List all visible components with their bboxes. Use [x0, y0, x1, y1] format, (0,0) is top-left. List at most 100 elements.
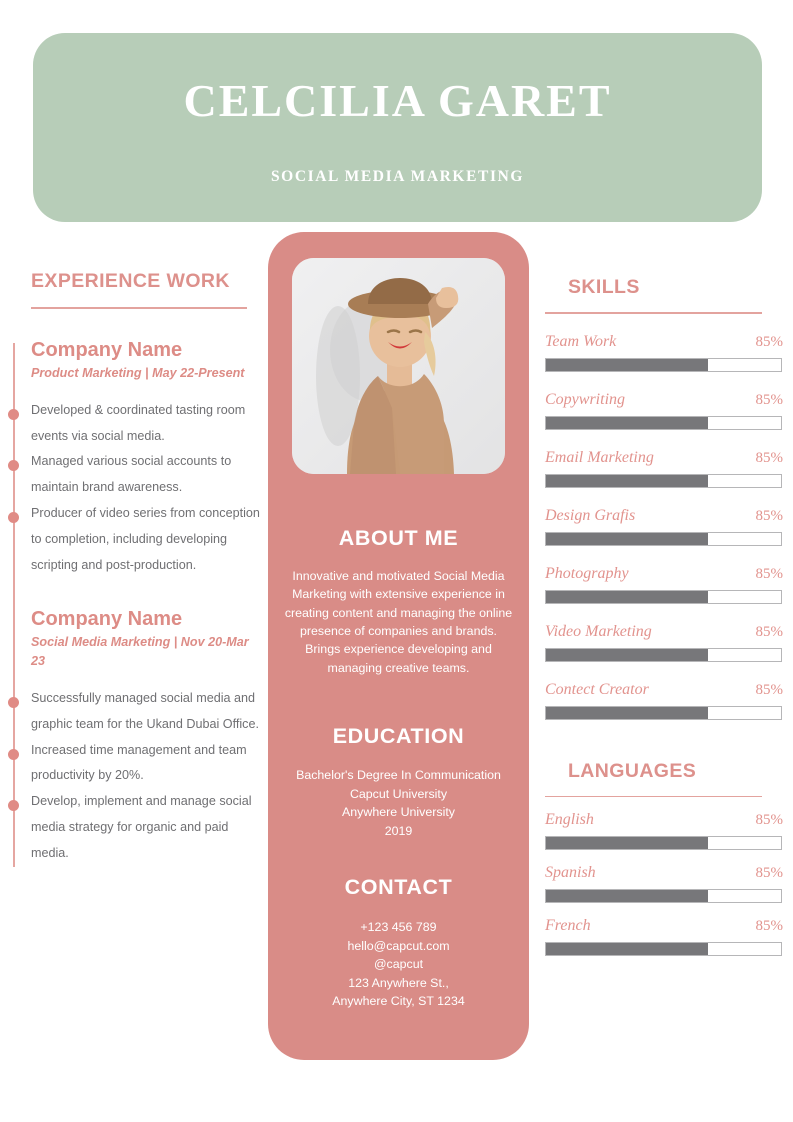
list-item: Increased time management and team produ…: [7, 738, 262, 790]
language-item: Spanish 85%: [545, 864, 793, 903]
language-item: French 85%: [545, 917, 793, 956]
experience-entry: Company Name Social Media Marketing | Nov…: [7, 608, 262, 867]
skill-bar-track: [545, 705, 782, 720]
skill-item: Design Grafis 85%: [545, 507, 793, 546]
skill-label-row: Team Work 85%: [545, 333, 793, 351]
experience-entry: Company Name Product Marketing | May 22-P…: [7, 338, 262, 579]
job-bullets: Developed & coordinated tasting room eve…: [7, 398, 262, 579]
skill-item: Email Marketing 85%: [545, 449, 793, 488]
skill-label-row: French 85%: [545, 917, 793, 935]
skill-bar-fill: [546, 706, 709, 719]
skill-bar-track: [545, 531, 782, 546]
skill-percent-label: 85%: [755, 391, 784, 408]
skill-bar-track: [545, 942, 782, 956]
skill-name: Contect Creator: [545, 680, 649, 698]
skill-label-row: English 85%: [545, 811, 793, 829]
skills-divider: [545, 312, 762, 314]
company-name: Company Name: [31, 338, 183, 361]
languages-section: LANGUAGES English 85% Spanish 85% French 85%: [545, 759, 793, 956]
skill-label-row: Email Marketing 85%: [545, 449, 793, 467]
language-name: French: [545, 917, 591, 934]
skill-label-row: Design Grafis 85%: [545, 507, 793, 525]
experience-heading: EXPERIENCE WORK: [31, 270, 230, 292]
skills-and-languages: SKILLS Team Work 85% Copywriting 85% Email M…: [545, 276, 793, 956]
skill-item: Video Marketing 85%: [545, 623, 793, 662]
list-item: Producer of video series from conception…: [7, 501, 262, 578]
profile-card: ABOUT ME Innovative and motivated Social…: [268, 232, 529, 1060]
bullet-dot-icon: [7, 408, 19, 420]
list-item: Successfully managed social media and gr…: [7, 686, 262, 738]
skill-bar-track: [545, 836, 782, 850]
bullet-dot-icon: [7, 696, 19, 708]
skills-section: SKILLS Team Work 85% Copywriting 85% Email M…: [545, 276, 793, 720]
education-details: Bachelor's Degree In Communication Capcu…: [296, 768, 501, 838]
language-name: Spanish: [545, 864, 596, 881]
bullet-text: Developed & coordinated tasting room eve…: [31, 402, 246, 443]
languages-divider: [545, 795, 762, 797]
skill-percent-label: 85%: [755, 623, 784, 640]
language-name: English: [545, 811, 594, 828]
skill-label-row: Copywriting 85%: [545, 391, 793, 409]
list-item: Managed various social accounts to maint…: [7, 449, 262, 501]
experience-divider: [31, 307, 247, 309]
bullet-dot-icon: [7, 800, 19, 812]
bullet-text: Producer of video series from conception…: [31, 506, 260, 572]
skill-percent-label: 85%: [755, 449, 784, 466]
skill-percent-label: 85%: [755, 918, 784, 934]
skill-bar-fill: [546, 358, 709, 371]
language-item: English 85%: [545, 811, 793, 850]
bullet-text: Managed various social accounts to maint…: [31, 454, 232, 495]
contact-heading: CONTACT: [344, 875, 453, 899]
skill-name: Copywriting: [545, 390, 626, 408]
about-me-section: ABOUT ME Innovative and motivated Social…: [268, 526, 529, 677]
job-spacer: [31, 578, 262, 608]
skill-name: Design Grafis: [545, 506, 636, 524]
header-subtitle: SOCIAL MEDIA MARKETING: [270, 167, 525, 185]
about-me-heading: ABOUT ME: [338, 526, 459, 550]
skill-bar-fill: [546, 532, 709, 545]
skill-name: Email Marketing: [545, 448, 654, 466]
skill-bar-fill: [546, 416, 709, 429]
skill-percent-label: 85%: [755, 865, 784, 881]
bullet-text: Develop, implement and manage social med…: [31, 794, 252, 860]
bullet-dot-icon: [7, 460, 19, 472]
skills-heading: SKILLS: [568, 276, 640, 298]
skill-name: Team Work: [545, 332, 617, 350]
skills-list: Team Work 85% Copywriting 85% Email Marketin…: [545, 333, 793, 720]
skill-bar-track: [545, 415, 782, 430]
skill-name: Video Marketing: [545, 622, 652, 640]
skill-bar-fill: [546, 474, 709, 487]
skill-label-row: Contect Creator 85%: [545, 681, 793, 699]
skill-bar-fill: [546, 943, 709, 955]
skill-bar-fill: [546, 590, 709, 603]
list-item: Developed & coordinated tasting room eve…: [7, 398, 262, 450]
languages-list: English 85% Spanish 85% French 85%: [545, 811, 793, 956]
header-banner: CELCILIA GARET SOCIAL MEDIA MARKETING: [33, 33, 762, 222]
skill-bar-track: [545, 647, 782, 662]
skill-label-row: Photography 85%: [545, 565, 793, 583]
skill-percent-label: 85%: [755, 681, 784, 698]
skill-item: Copywriting 85%: [545, 391, 793, 430]
bullet-dot-icon: [7, 748, 19, 760]
skill-bar-track: [545, 889, 782, 903]
bullet-text: Successfully managed social media and gr…: [31, 690, 259, 731]
experience-timeline: Company Name Product Marketing | May 22-P…: [0, 339, 262, 867]
job-bullets: Successfully managed social media and gr…: [7, 686, 262, 867]
skill-percent-label: 85%: [755, 812, 784, 828]
skill-bar-track: [545, 589, 782, 604]
skill-bar-track: [545, 357, 782, 372]
skill-percent-label: 85%: [755, 565, 784, 582]
skill-percent-label: 85%: [755, 507, 784, 524]
contact-section: CONTACT +123 456 789 hello@capcut.com @c…: [268, 875, 529, 1011]
education-heading: EDUCATION: [332, 724, 465, 748]
skill-label-row: Spanish 85%: [545, 864, 793, 882]
experience-section: EXPERIENCE WORK Company Name Product Mark…: [0, 270, 262, 867]
skill-percent-label: 85%: [755, 333, 784, 350]
list-item: Develop, implement and manage social med…: [7, 789, 262, 866]
languages-heading: LANGUAGES: [568, 759, 697, 782]
skill-bar-fill: [546, 837, 709, 849]
skill-name: Photography: [545, 564, 629, 582]
job-role-dates: Social Media Marketing | Nov 20-Mar 23: [31, 635, 249, 668]
skill-item: Team Work 85%: [545, 333, 793, 372]
skill-bar-fill: [546, 648, 709, 661]
